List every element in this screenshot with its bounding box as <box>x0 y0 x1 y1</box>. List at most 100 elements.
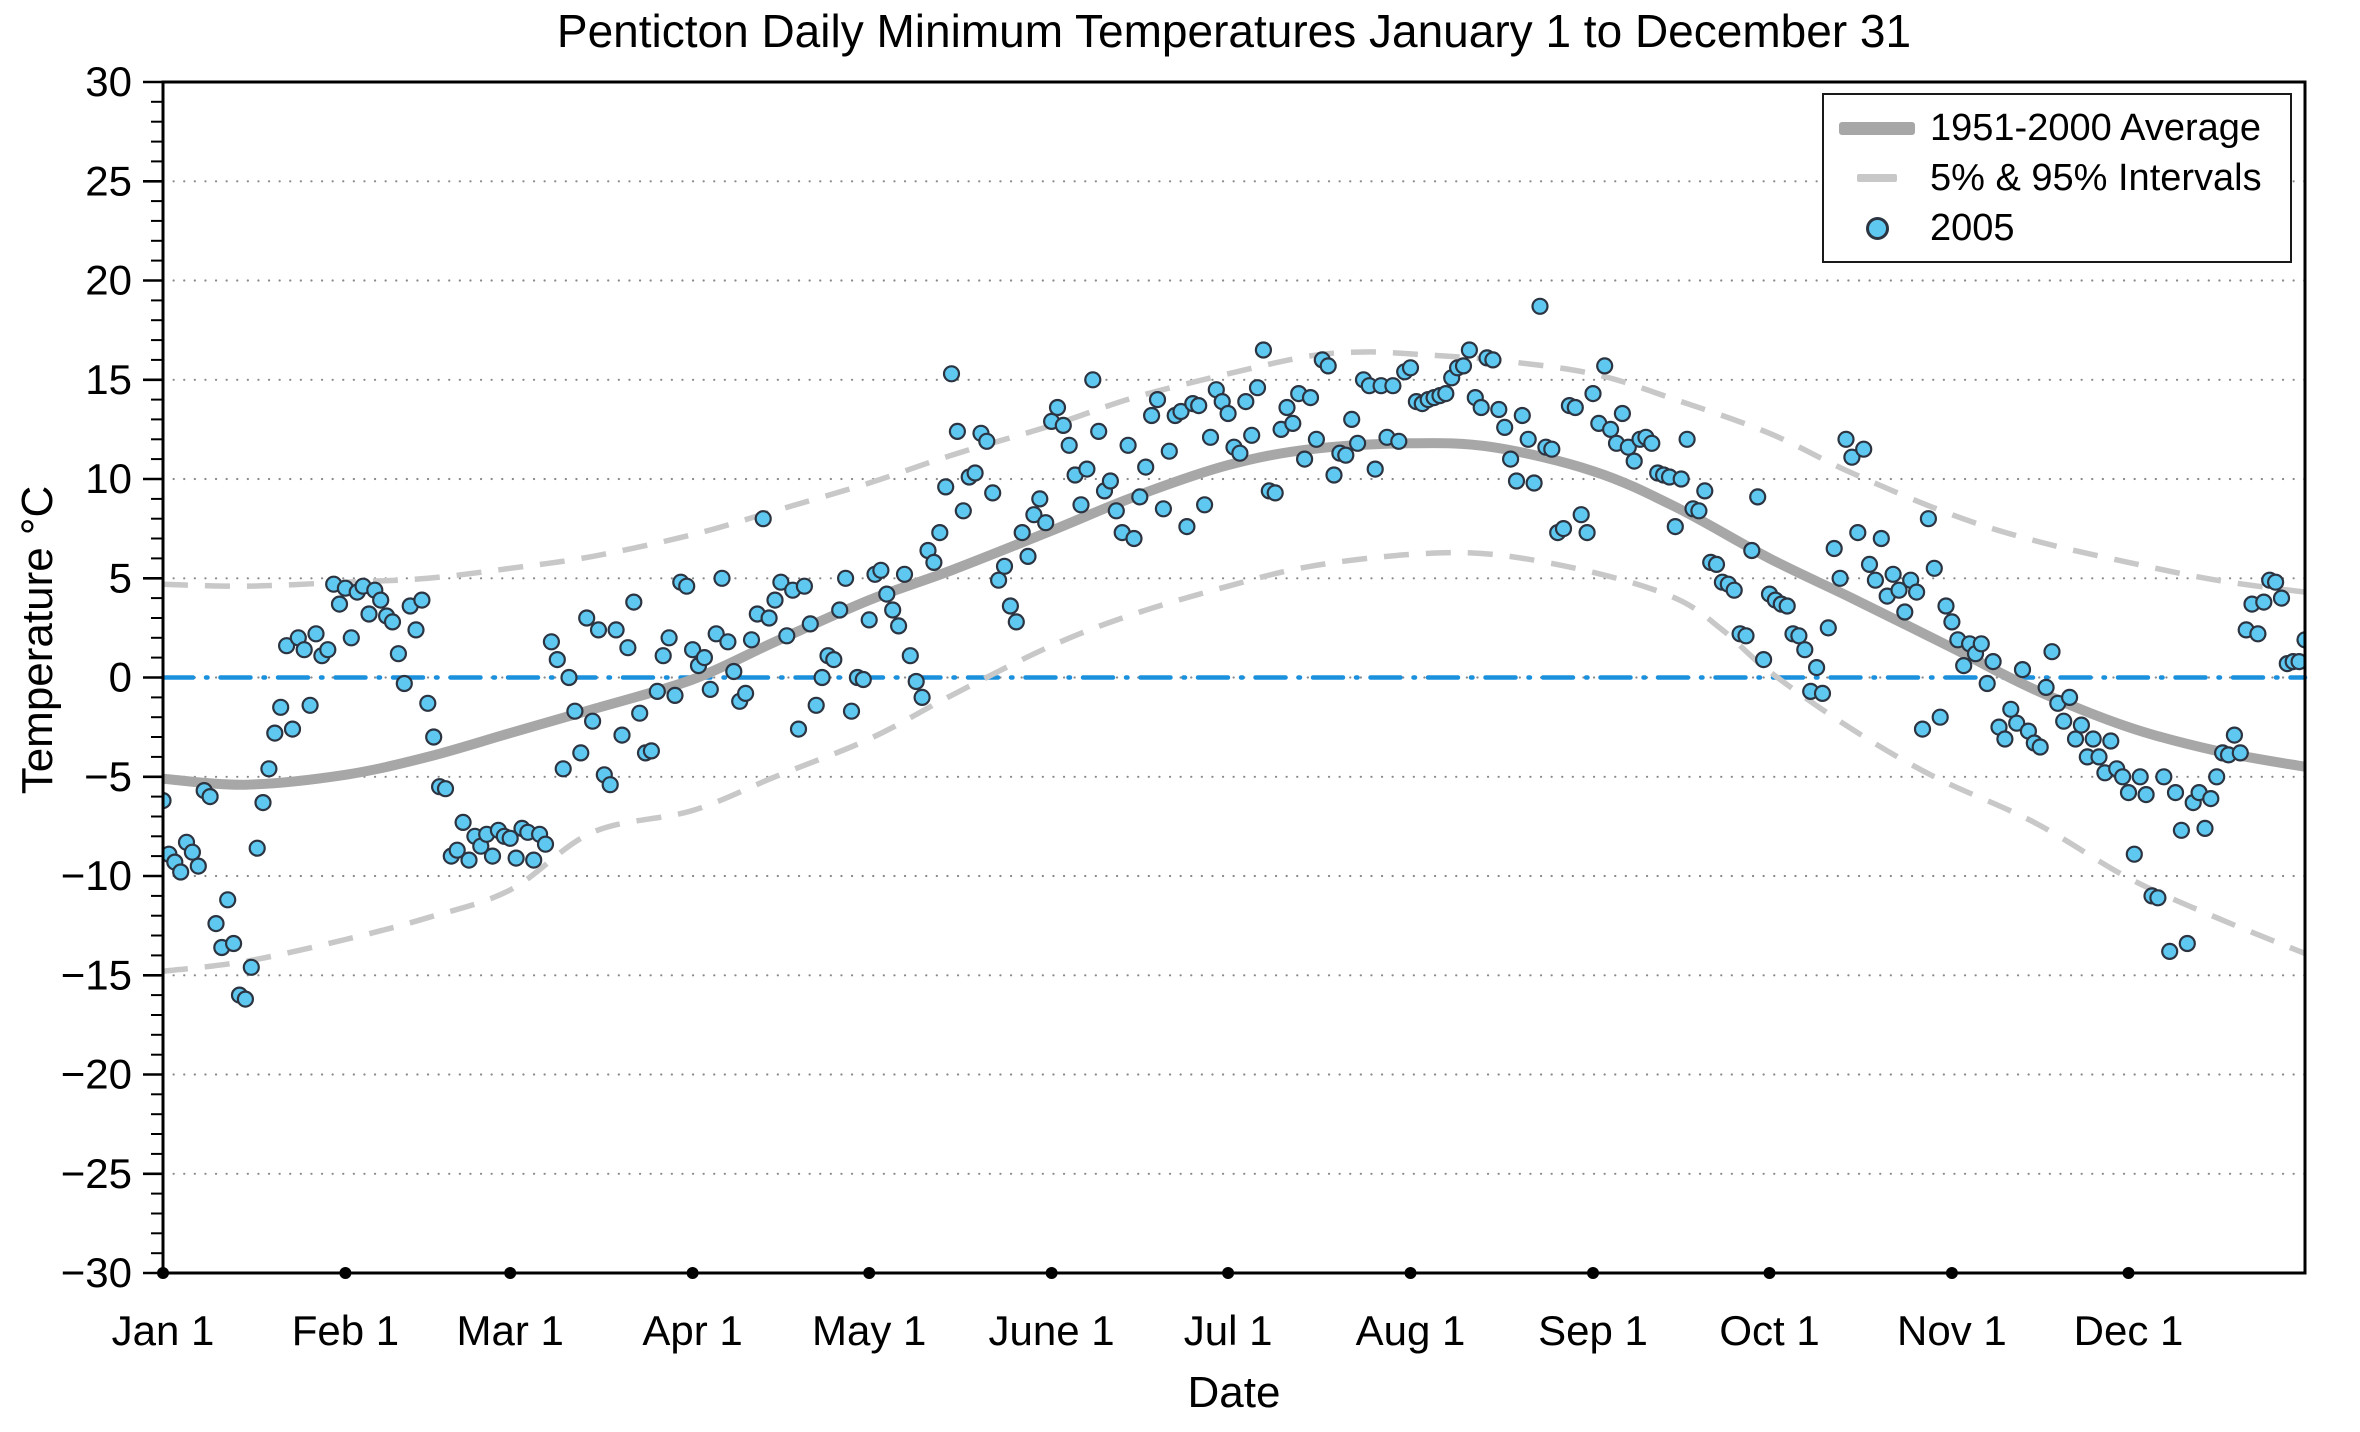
month-markers <box>157 1267 2135 1279</box>
data-point-2005 <box>1737 627 1755 645</box>
data-point-2005 <box>1237 393 1255 411</box>
data-point-2005 <box>307 625 325 643</box>
data-point-2005 <box>163 792 172 810</box>
data-point-2005 <box>278 637 296 655</box>
data-point-2005 <box>1148 391 1167 409</box>
data-point-2005 <box>2084 730 2102 748</box>
data-point-2005 <box>1796 641 1814 659</box>
data-point-2005 <box>383 613 402 631</box>
data-point-2005 <box>1084 371 1102 389</box>
data-point-2005 <box>925 553 943 572</box>
data-point-2005 <box>2296 631 2305 649</box>
data-point-2005 <box>1190 397 1208 415</box>
data-point-2005 <box>1054 416 1072 434</box>
data-point-2005 <box>225 934 243 953</box>
data-point-2005 <box>1137 458 1155 476</box>
data-point-2005 <box>1437 385 1455 403</box>
month-axis-dot <box>504 1267 517 1279</box>
data-point-2005 <box>1707 555 1726 574</box>
data-point-2005 <box>554 760 572 778</box>
data-point-2005 <box>1231 444 1249 462</box>
data-point-2005 <box>2131 768 2149 786</box>
data-point-2005 <box>1572 506 1590 524</box>
data-point-2005 <box>1937 597 1955 615</box>
y-tick-label: 25 <box>85 157 132 204</box>
data-point-2005 <box>1643 434 1661 452</box>
data-point-2005 <box>525 851 543 869</box>
data-point-2005 <box>1790 627 1808 645</box>
data-point-2005 <box>831 601 849 619</box>
month-axis-dot <box>863 1267 876 1279</box>
data-point-2005 <box>889 617 908 635</box>
data-point-2005 <box>1178 517 1196 536</box>
data-point-2005 <box>1919 510 1938 528</box>
data-point-2005 <box>2267 573 2285 591</box>
data-point-2005 <box>2090 748 2108 766</box>
data-point-2005 <box>2255 593 2273 611</box>
data-point-2005 <box>742 631 761 649</box>
y-tick-label: 15 <box>85 356 132 403</box>
data-point-2005 <box>660 629 678 647</box>
data-point-2005 <box>342 629 360 647</box>
data-point-2005 <box>1896 603 1914 621</box>
month-label: June 1 <box>989 1307 1115 1354</box>
data-point-2005 <box>2149 889 2167 907</box>
data-point-2005 <box>878 585 896 603</box>
data-point-2005 <box>1566 398 1584 417</box>
data-point-2005 <box>601 776 619 794</box>
data-point-2005 <box>1254 341 1273 359</box>
data-point-2005 <box>2137 785 2155 804</box>
data-point-2005 <box>254 793 272 812</box>
data-point-2005 <box>2166 783 2185 802</box>
data-point-2005 <box>1060 436 1078 454</box>
data-point-2005 <box>2072 716 2090 734</box>
data-point-2005 <box>937 478 955 496</box>
data-point-2005 <box>1554 519 1573 538</box>
data-point-2005 <box>1513 406 1531 425</box>
month-axis-dot <box>2122 1267 2135 1279</box>
data-point-2005 <box>725 662 743 681</box>
data-point-2005 <box>942 365 961 383</box>
data-point-2005 <box>1972 635 1990 653</box>
data-point-2005 <box>1119 436 1137 454</box>
data-point-2005 <box>901 647 919 665</box>
data-point-2005 <box>1578 523 1596 542</box>
y-minor-ticks <box>151 100 163 1255</box>
data-point-2005 <box>978 432 996 450</box>
month-labels: Jan 1 Feb 1 Mar 1 Apr 1 May 1 June 1 Jul 1 Aug … <box>112 1307 2184 1354</box>
data-point-2005 <box>2043 643 2061 661</box>
data-point-2005 <box>1531 297 1549 315</box>
data-point-2005 <box>1996 730 2014 748</box>
data-point-2005 <box>2161 942 2179 961</box>
data-point-2005 <box>2125 845 2143 863</box>
data-point-2005 <box>1337 446 1355 464</box>
y-major-ticks <box>143 80 163 1275</box>
data-point-2005 <box>2155 768 2173 786</box>
data-point-2005 <box>1596 357 1614 375</box>
data-point-2005 <box>460 851 478 869</box>
data-point-2005 <box>1543 440 1561 458</box>
data-point-2005 <box>295 641 313 659</box>
data-point-2005 <box>2114 768 2132 786</box>
data-point-2005 <box>1007 613 1025 631</box>
data-point-2005 <box>1690 502 1708 520</box>
data-point-2005 <box>2013 660 2032 679</box>
data-point-2005 <box>219 891 237 909</box>
data-point-2005 <box>1849 523 1867 542</box>
data-point-2005 <box>1131 488 1149 506</box>
legend-item-intervals: 5% & 95% Intervals <box>1824 153 2290 203</box>
data-point-2005 <box>1884 565 1902 583</box>
data-point-2005 <box>260 760 278 778</box>
data-point-2005 <box>1501 450 1520 468</box>
data-point-2005 <box>2066 730 2085 748</box>
data-point-2005 <box>2037 678 2055 697</box>
data-point-2005 <box>1454 357 1473 375</box>
data-point-2005 <box>1248 379 1267 397</box>
data-point-2005 <box>1037 514 1055 532</box>
x-axis-title: Date <box>1187 1368 1281 1417</box>
data-point-2005 <box>1325 466 1343 484</box>
y-tick-label: 20 <box>85 257 132 304</box>
data-point-2005 <box>1025 506 1043 524</box>
